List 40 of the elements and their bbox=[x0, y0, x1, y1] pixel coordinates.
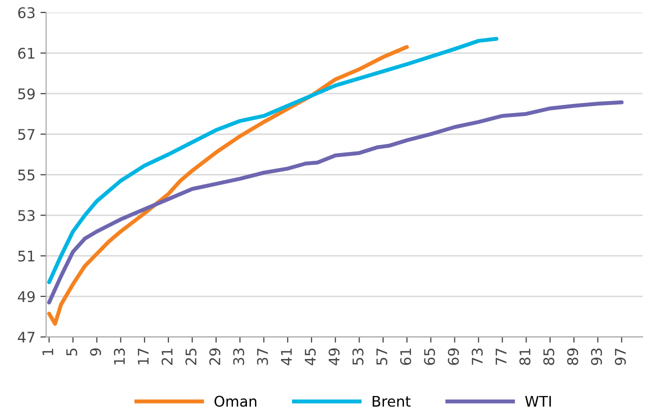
y-tick-label: 51 bbox=[18, 250, 34, 262]
x-tick-label: 77 bbox=[496, 348, 506, 365]
x-tick-label: 97 bbox=[614, 348, 626, 366]
legend-label: Brent bbox=[372, 396, 411, 407]
x-tick-label: 53 bbox=[352, 348, 364, 365]
x-tick-label: 17 bbox=[138, 348, 149, 364]
y-tick-label: 55 bbox=[18, 170, 34, 180]
x-tick-label: 13 bbox=[114, 348, 125, 364]
x-tick-label: 29 bbox=[209, 348, 220, 365]
y-tick-label: 47 bbox=[18, 332, 34, 342]
x-tick-label: 21 bbox=[162, 348, 172, 365]
x-tick-label: 45 bbox=[304, 348, 316, 366]
x-tick-label: 73 bbox=[472, 348, 483, 365]
x-tick-label: 33 bbox=[233, 348, 244, 365]
x-tick-label: 25 bbox=[185, 348, 196, 365]
x-tick-label: 89 bbox=[567, 348, 578, 365]
line-series bbox=[47, 45, 409, 326]
x-tick-label: 81 bbox=[519, 348, 530, 365]
y-tick-label: 59 bbox=[18, 88, 35, 100]
x-tick-label: 37 bbox=[257, 348, 268, 365]
y-tick-label: 49 bbox=[18, 291, 35, 302]
line-series bbox=[47, 36, 498, 284]
x-tick-label: 61 bbox=[400, 348, 412, 365]
x-tick-label: 69 bbox=[448, 348, 459, 365]
legend-label: WTI bbox=[525, 396, 551, 407]
legend-label: Oman bbox=[214, 396, 256, 407]
x-tick-label: 49 bbox=[328, 348, 340, 366]
x-tick-label: 57 bbox=[376, 348, 388, 365]
x-tick-label: 65 bbox=[424, 348, 436, 365]
x-tick-label: 85 bbox=[543, 348, 554, 365]
y-tick-label: 61 bbox=[18, 48, 34, 59]
y-tick-label: 53 bbox=[18, 210, 35, 222]
x-tick-label: 9 bbox=[90, 348, 102, 356]
y-tick-label: 63 bbox=[18, 7, 35, 18]
y-tick-label: 57 bbox=[18, 129, 34, 140]
x-tick-label: 41 bbox=[281, 348, 292, 366]
x-tick-label: 5 bbox=[66, 348, 78, 356]
x-tick-label: 1 bbox=[42, 348, 54, 356]
x-tick-label: 93 bbox=[590, 348, 602, 366]
line-series bbox=[47, 100, 624, 304]
